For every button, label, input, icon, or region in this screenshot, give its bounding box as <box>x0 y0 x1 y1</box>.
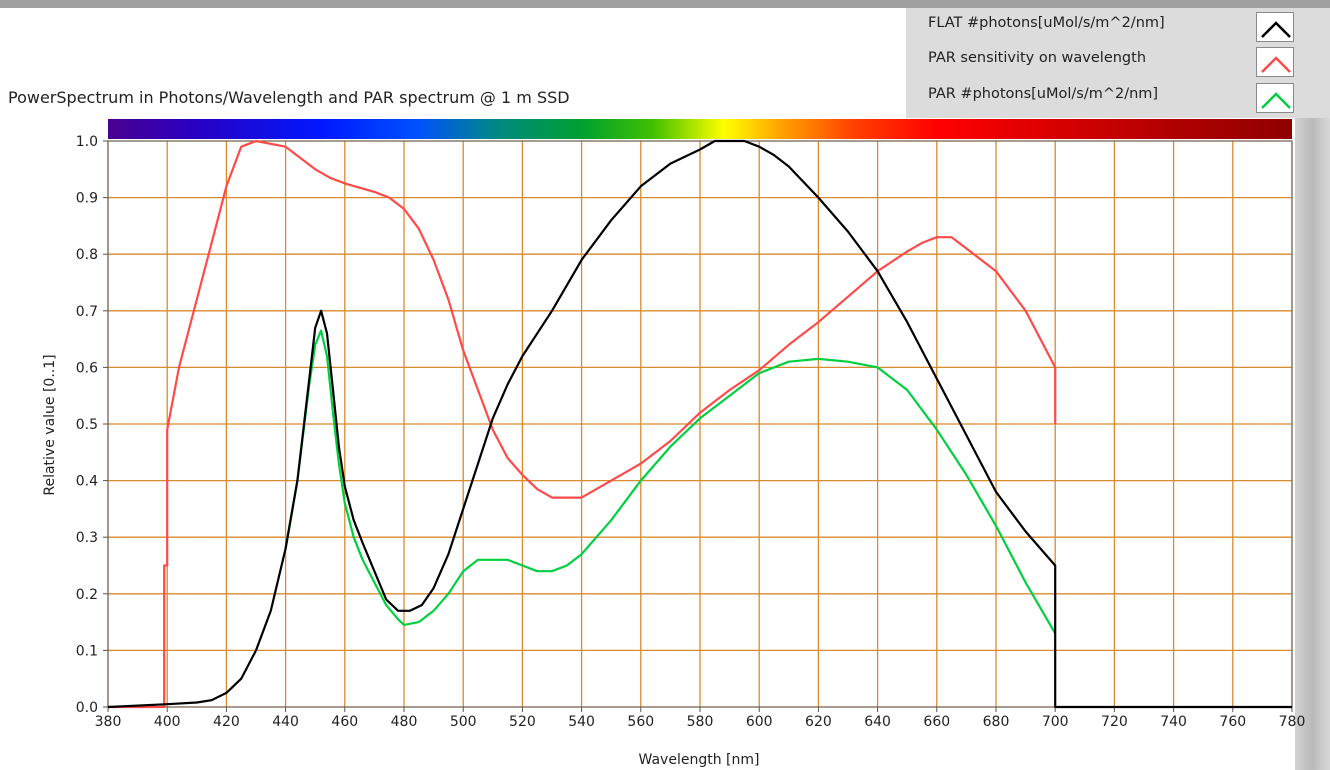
y-tick-label: 0.1 <box>76 643 98 659</box>
chart-title: PowerSpectrum in Photons/Wavelength and … <box>8 88 570 107</box>
series-line-par-photons <box>284 329 1057 634</box>
x-tick-label: 440 <box>272 714 299 730</box>
legend-label: PAR sensitivity on wavelength <box>928 50 1147 66</box>
right-edge-bar <box>1295 118 1330 770</box>
y-tick-label: 0.3 <box>76 530 98 546</box>
plot-border <box>107 140 1293 708</box>
x-tick-label: 620 <box>805 714 832 730</box>
x-tick-label: 760 <box>1219 714 1246 730</box>
x-axis-label: Wavelength [nm] <box>638 752 760 768</box>
x-tick-label: 400 <box>154 714 181 730</box>
x-tick-label: 780 <box>1279 714 1306 730</box>
legend-line-icon <box>1261 92 1291 109</box>
y-tick-label: 0.0 <box>76 700 98 716</box>
x-tick-label: 420 <box>213 714 240 730</box>
y-tick-label: 0.6 <box>76 360 98 376</box>
y-tick-label: 0.5 <box>76 417 98 433</box>
y-axis-label: Relative value [0..1] <box>42 354 58 496</box>
legend: FLAT #photons[uMol/s/m^2/nm] PAR sensiti… <box>906 8 1330 118</box>
x-tick-label: 580 <box>687 714 714 730</box>
legend-swatch[interactable] <box>1256 47 1294 77</box>
x-tick-label: 560 <box>627 714 654 730</box>
x-tick-label: 720 <box>1101 714 1128 730</box>
x-tick-label: 500 <box>450 714 477 730</box>
y-tick-label: 0.2 <box>76 587 98 603</box>
y-tick-label: 0.9 <box>76 191 98 207</box>
legend-line-icon <box>1261 56 1291 73</box>
x-tick-label: 660 <box>923 714 950 730</box>
window-border <box>0 0 1330 8</box>
y-tick-label: 0.7 <box>76 304 98 320</box>
y-tick-label: 0.8 <box>76 247 98 263</box>
spectrum-color-bar <box>108 119 1292 139</box>
series-line-flat-photons <box>107 139 1292 709</box>
legend-item-flat[interactable]: FLAT #photons[uMol/s/m^2/nm] <box>906 11 1330 42</box>
x-tick-label: 520 <box>509 714 536 730</box>
x-tick-label: 640 <box>864 714 891 730</box>
legend-item-par-photons[interactable]: PAR #photons[uMol/s/m^2/nm] <box>906 82 1330 113</box>
legend-label: FLAT #photons[uMol/s/m^2/nm] <box>928 15 1165 31</box>
x-tick-label: 600 <box>746 714 773 730</box>
x-tick-label: 700 <box>1042 714 1069 730</box>
legend-label: PAR #photons[uMol/s/m^2/nm] <box>928 86 1159 102</box>
legend-swatch[interactable] <box>1256 83 1294 113</box>
legend-item-par-sensitivity[interactable]: PAR sensitivity on wavelength <box>906 46 1330 77</box>
y-tick-label: 0.4 <box>76 474 98 490</box>
x-tick-label: 680 <box>983 714 1010 730</box>
x-tick-label: 380 <box>95 714 122 730</box>
x-tick-label: 480 <box>391 714 418 730</box>
x-tick-label: 740 <box>1160 714 1187 730</box>
legend-line-icon <box>1261 21 1291 38</box>
series-line-par-sensitivity <box>108 139 1057 709</box>
y-tick-label: 1.0 <box>76 134 98 150</box>
x-tick-label: 460 <box>331 714 358 730</box>
legend-swatch[interactable] <box>1256 12 1294 42</box>
x-tick-label: 540 <box>568 714 595 730</box>
